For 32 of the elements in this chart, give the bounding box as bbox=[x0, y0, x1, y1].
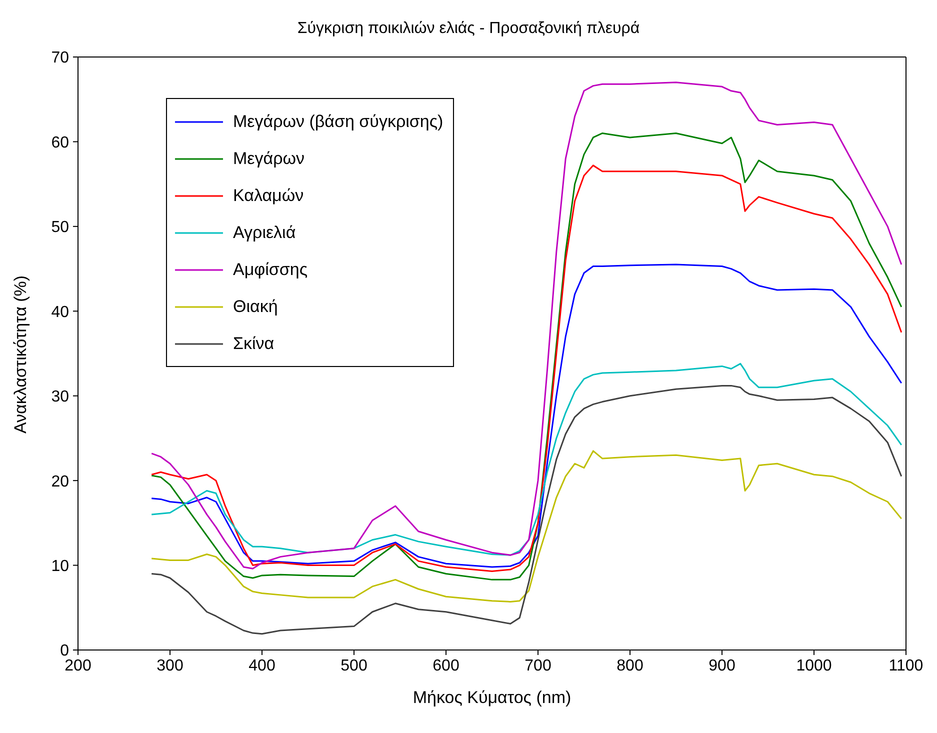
y-tick-label: 40 bbox=[51, 304, 70, 321]
y-tick-label: 20 bbox=[51, 473, 70, 490]
legend-label: Μεγάρων (βάση σύγκρισης) bbox=[233, 112, 444, 132]
x-tick-label: 900 bbox=[708, 657, 736, 674]
y-tick-label: 60 bbox=[51, 134, 70, 152]
x-tick-label: 700 bbox=[524, 657, 552, 674]
line-series bbox=[150, 450, 902, 602]
x-tick-label: 500 bbox=[340, 657, 368, 674]
y-tick-label: 0 bbox=[60, 642, 70, 660]
line-series bbox=[150, 384, 902, 635]
legend-label: Σκίνα bbox=[233, 334, 274, 354]
x-tick-label: 1000 bbox=[796, 657, 832, 674]
y-tick-label: 10 bbox=[51, 558, 70, 575]
x-tick-label: 800 bbox=[616, 657, 644, 674]
x-tick-label: 600 bbox=[432, 657, 460, 674]
legend-label: Αγριελιά bbox=[233, 222, 296, 242]
x-axis-title: Μήκος Κύματος (nm) bbox=[412, 688, 572, 707]
y-axis-title: Ανακλαστικότητα (%) bbox=[11, 275, 30, 434]
x-tick-label: 400 bbox=[248, 657, 276, 674]
legend-label: Θιακή bbox=[233, 296, 278, 316]
legend-label: Καλαμών bbox=[233, 186, 304, 206]
y-tick-label: 30 bbox=[51, 388, 70, 406]
line-series bbox=[150, 362, 902, 556]
x-tick-label: 1100 bbox=[888, 657, 924, 674]
line-series bbox=[150, 264, 902, 568]
y-tick-label: 70 bbox=[51, 50, 70, 67]
y-tick-label: 50 bbox=[51, 219, 70, 236]
legend-label: Μεγάρων bbox=[233, 148, 305, 168]
chart-title: Σύγκριση ποικιλιών ελιάς - Προσαξονική πλευρά bbox=[296, 20, 641, 38]
x-tick-label: 200 bbox=[64, 657, 92, 674]
legend-label: Αμφίσσης bbox=[233, 260, 308, 280]
x-tick-label: 300 bbox=[156, 657, 184, 674]
